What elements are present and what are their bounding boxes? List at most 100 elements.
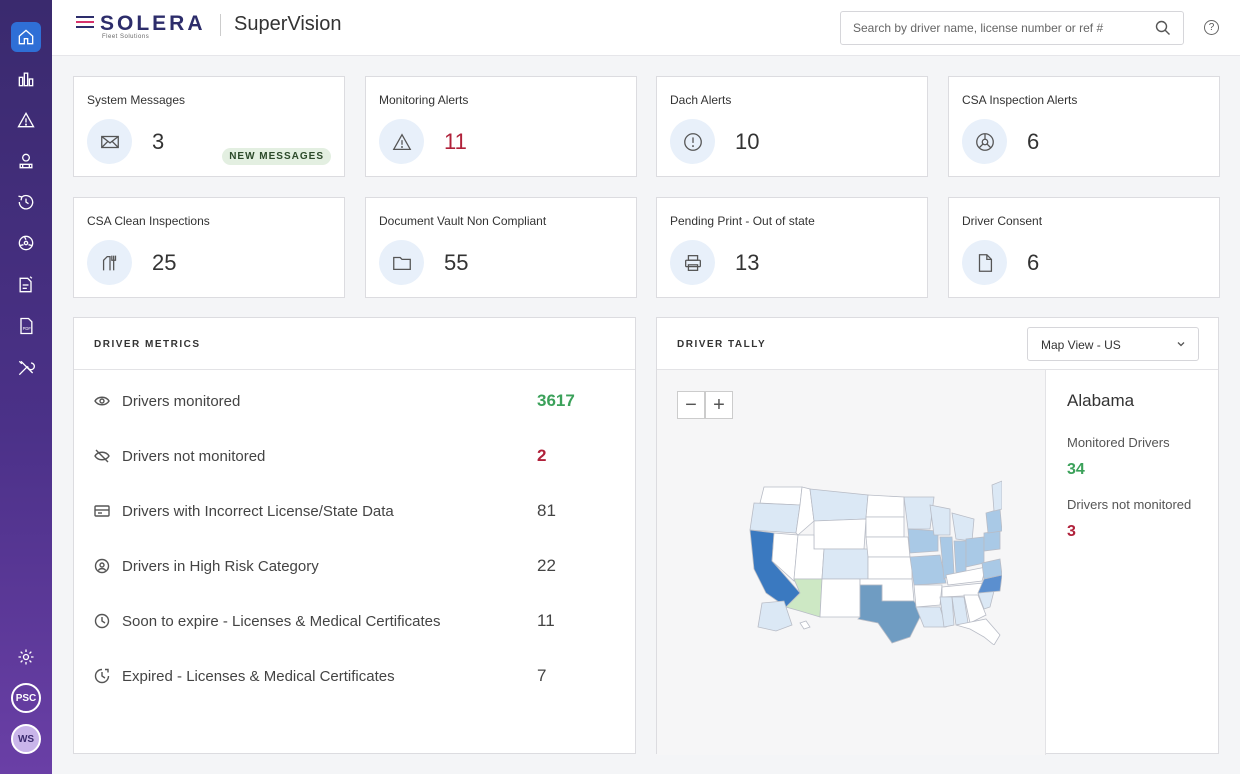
metric-row-monitored[interactable]: Drivers monitored 3617 [94, 386, 614, 416]
logo-text: SOLERA [100, 12, 206, 35]
us-map[interactable] [702, 475, 1002, 645]
metric-row-not-monitored[interactable]: Drivers not monitored 2 [94, 441, 614, 471]
inspection-icon [962, 119, 1007, 164]
state-nevada [771, 532, 799, 582]
card-value: 13 [735, 250, 760, 275]
metric-value: 2 [537, 446, 547, 465]
app-name: SuperVision [234, 13, 342, 35]
gear-icon[interactable] [11, 642, 41, 672]
avatar-psc[interactable]: PSC [11, 683, 41, 713]
card-csa-clean-inspections[interactable]: CSA Clean Inspections 25 [73, 197, 345, 298]
metric-row-incorrect-license[interactable]: Drivers with Incorrect License/State Dat… [94, 496, 614, 526]
pdf-icon[interactable]: PDF [11, 311, 41, 341]
header: SOLERA Fleet Solutions SuperVision ? [52, 0, 1240, 56]
history-icon[interactable] [11, 187, 41, 217]
metric-label: Drivers with Incorrect License/State Dat… [122, 502, 394, 520]
document-edit-icon[interactable] [11, 270, 41, 300]
eye-off-icon [94, 448, 110, 464]
state-missouri [909, 554, 947, 586]
card-monitoring-alerts[interactable]: Monitoring Alerts 11 [365, 76, 637, 177]
home-icon[interactable] [11, 22, 41, 52]
eye-icon [94, 393, 110, 409]
card-value: 55 [444, 250, 469, 275]
select-value: Map View - US [1041, 338, 1121, 352]
state-oregon [749, 502, 801, 534]
card-dach-alerts[interactable]: Dach Alerts 10 [656, 76, 928, 177]
card-value: 25 [152, 250, 177, 275]
state-new-mexico [819, 578, 861, 618]
state-nebraska [865, 536, 911, 558]
header-divider [220, 14, 221, 36]
not-monitored-value: 3 [1067, 523, 1076, 540]
driver-tally-panel: DRIVER TALLY Map View - US − + [656, 317, 1219, 755]
card-value: 6 [1027, 250, 1040, 275]
envelope-icon [87, 119, 132, 164]
metric-row-soon-to-expire[interactable]: Soon to expire - Licenses & Medical Cert… [94, 606, 614, 636]
driver-metrics-panel: DRIVER METRICS Drivers monitored 3617 Dr… [73, 317, 636, 754]
radiation-icon[interactable] [11, 228, 41, 258]
avatar-user[interactable]: WS [11, 724, 41, 754]
metric-row-high-risk[interactable]: Drivers in High Risk Category 22 [94, 551, 614, 581]
card-pending-print[interactable]: Pending Print - Out of state 13 [656, 197, 928, 298]
clock-icon [94, 613, 110, 629]
chevron-down-icon [1176, 338, 1186, 352]
state-georgia [963, 594, 987, 624]
warning-icon [379, 119, 424, 164]
logo-subtitle: Fleet Solutions [102, 34, 150, 40]
card-title: Pending Print - Out of state [670, 214, 815, 228]
card-driver-consent[interactable]: Driver Consent 6 [948, 197, 1220, 298]
new-messages-badge: NEW MESSAGES [222, 148, 331, 165]
not-monitored-label: Drivers not monitored [1067, 497, 1192, 512]
state-indiana [953, 540, 967, 574]
driver-icon[interactable] [11, 146, 41, 176]
state-wisconsin [929, 504, 951, 536]
state-montana [809, 488, 869, 522]
metric-row-expired[interactable]: Expired - Licenses & Medical Certificate… [94, 661, 614, 691]
metric-label: Drivers not monitored [122, 447, 266, 465]
zoom-out-button[interactable]: − [677, 391, 705, 419]
state-hawaii [799, 620, 811, 630]
card-title: Dach Alerts [670, 93, 732, 107]
card-title: System Messages [87, 93, 186, 107]
card-value: 3 [152, 129, 165, 154]
panel-title: DRIVER METRICS [94, 339, 201, 350]
metric-label: Drivers monitored [122, 392, 241, 410]
bar-chart-icon[interactable] [11, 64, 41, 94]
state-virginia [981, 558, 1002, 580]
monitored-drivers-value: 34 [1067, 461, 1085, 478]
card-value: 6 [1027, 129, 1040, 154]
document-icon [962, 240, 1007, 285]
state-kansas [867, 556, 913, 580]
folder-icon [379, 240, 424, 285]
state-iowa [907, 528, 939, 554]
help-icon[interactable]: ? [1204, 20, 1219, 35]
solera-logo[interactable]: SOLERA [74, 12, 206, 36]
metric-value: 22 [537, 556, 556, 575]
solera-logo-mark-icon [74, 13, 96, 36]
tools-icon[interactable] [11, 353, 41, 383]
risk-icon [94, 558, 110, 574]
id-card-icon [94, 503, 110, 519]
search-input[interactable] [841, 12, 1141, 44]
card-document-vault-non-compliant[interactable]: Document Vault Non Compliant 55 [365, 197, 637, 298]
map-view-select[interactable]: Map View - US [1027, 327, 1199, 361]
card-title: CSA Clean Inspections [87, 214, 210, 228]
warning-icon[interactable] [11, 105, 41, 135]
metric-value: 7 [537, 666, 547, 685]
printer-icon [670, 240, 715, 285]
selected-state-name: Alabama [1067, 391, 1135, 410]
metric-value: 11 [537, 611, 555, 630]
state-wyoming [813, 518, 867, 550]
panel-title: DRIVER TALLY [677, 339, 767, 350]
search-box [840, 11, 1184, 45]
card-title: Document Vault Non Compliant [379, 214, 547, 228]
metric-label: Drivers in High Risk Category [122, 557, 319, 575]
card-system-messages[interactable]: System Messages 3 NEW MESSAGES [73, 76, 345, 177]
card-csa-inspection-alerts[interactable]: CSA Inspection Alerts 6 [948, 76, 1220, 177]
card-title: CSA Inspection Alerts [962, 93, 1078, 107]
metric-label: Expired - Licenses & Medical Certificate… [122, 667, 395, 685]
state-pennsylvania [983, 530, 1001, 552]
state-colorado [821, 548, 869, 580]
search-icon[interactable] [1155, 20, 1171, 41]
zoom-in-button[interactable]: + [705, 391, 733, 419]
